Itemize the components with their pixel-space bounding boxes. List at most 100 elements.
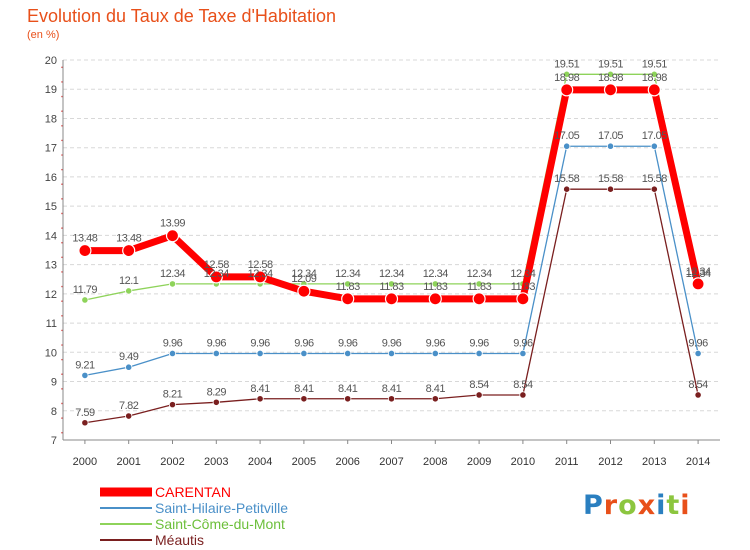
x-tick-label-2003: 2003: [204, 456, 228, 468]
data-label-carentan-2008: 11.83: [423, 281, 448, 293]
legend-label-meautis: Méautis: [155, 532, 205, 548]
logo-letter: x: [637, 490, 657, 521]
data-point-saint-c-me-du-mont-2011: [563, 70, 571, 78]
data-label-m-autis-2008: 8.41: [426, 383, 446, 395]
data-point-saint-hilaire-petitville-2008: [431, 349, 439, 358]
y-minor-tick: [61, 212, 63, 215]
x-tick-label-2014: 2014: [686, 456, 710, 468]
y-minor-tick: [61, 183, 63, 186]
y-minor-tick: [61, 95, 63, 98]
y-minor-tick: [61, 314, 63, 317]
x-tick-label-2000: 2000: [73, 456, 97, 468]
data-point-saint-c-me-du-mont-2006: [344, 280, 352, 288]
data-point-carentan-2001: [122, 243, 136, 258]
y-minor-tick: [61, 154, 63, 156]
logo-letter: t: [666, 490, 681, 521]
x-tick-label-2007: 2007: [379, 456, 403, 468]
data-label-carentan-2010: 11.83: [511, 281, 536, 293]
logo-letter: P: [583, 490, 604, 521]
data-point-carentan-2013: [647, 83, 661, 97]
data-label-m-autis-2005: 8.41: [294, 383, 314, 395]
data-label-carentan-2006: 11.83: [336, 281, 361, 293]
data-point-carentan-2006: [341, 292, 355, 306]
logo-letter: r: [603, 490, 619, 521]
data-point-saint-hilaire-petitville-2003: [212, 349, 220, 358]
data-label-saint-hilaire-petitville-2005: 9.96: [294, 337, 314, 349]
data-label-saint-hilaire-petitville-2003: 9.96: [207, 337, 227, 349]
data-point-m-autis-2002: [168, 401, 177, 409]
y-minor-tick: [61, 66, 63, 69]
y-minor-tick: [61, 417, 63, 419]
data-label-saint-hilaire-petitville-2004: 9.96: [250, 337, 270, 349]
proxiti-logo: Proxiti: [583, 490, 691, 521]
data-label-saint-c-me-du-mont-2014: 12.34: [686, 268, 711, 280]
y-minor-tick: [61, 329, 63, 332]
data-label-saint-hilaire-petitville-2000: 9.21: [75, 359, 95, 371]
data-label-saint-hilaire-petitville-2011: 17.05: [554, 130, 579, 142]
chart-subtitle: (en %): [27, 29, 60, 41]
data-label-carentan-2003: 12.58: [204, 259, 229, 271]
y-tick-label-17: 17: [45, 143, 57, 155]
data-label-m-autis-2003: 8.29: [207, 386, 227, 398]
data-point-saint-c-me-du-mont-2007: [387, 280, 396, 288]
y-tick-label-14: 14: [45, 230, 57, 242]
data-point-saint-hilaire-petitville-2002: [168, 349, 177, 358]
data-label-m-autis-2002: 8.21: [163, 389, 183, 401]
data-point-saint-hilaire-petitville-2013: [650, 142, 658, 150]
y-minor-tick: [61, 285, 63, 288]
logo-letter: i: [680, 490, 691, 521]
data-label-m-autis-2011: 15.58: [554, 173, 579, 185]
data-label-m-autis-2009: 8.54: [469, 379, 489, 391]
y-tick-label-19: 19: [45, 84, 57, 96]
data-point-carentan-2008: [428, 292, 442, 306]
data-label-carentan-2004: 12.58: [248, 259, 273, 271]
data-label-saint-hilaire-petitville-2014: 9.96: [688, 337, 708, 349]
data-point-carentan-2005: [297, 284, 311, 298]
x-tick-label-2009: 2009: [467, 456, 491, 468]
data-label-saint-c-me-du-mont-2013: 19.51: [642, 58, 667, 70]
data-label-m-autis-2007: 8.41: [382, 383, 402, 395]
data-point-m-autis-2009: [475, 391, 483, 399]
data-label-saint-c-me-du-mont-2012: 19.51: [598, 58, 623, 70]
y-minor-tick: [61, 388, 63, 390]
legend-swatch-saint-hilaire-petitville: [100, 507, 152, 509]
data-point-m-autis-2014: [694, 391, 702, 399]
data-label-m-autis-2000: 7.59: [75, 407, 95, 419]
data-point-carentan-2000: [78, 243, 92, 258]
y-tick-label-7: 7: [51, 435, 57, 447]
y-tick-label-18: 18: [45, 113, 57, 125]
data-point-carentan-2004: [253, 270, 267, 284]
data-label-saint-c-me-du-mont-2008: 12.34: [423, 268, 448, 280]
data-point-saint-c-me-du-mont-2002: [168, 280, 177, 288]
data-point-carentan-2010: [516, 292, 530, 306]
y-minor-tick: [61, 344, 63, 346]
data-point-carentan-2003: [209, 270, 223, 284]
legend-label-saint-hilaire-petitville: Saint-Hilaire-Petitville: [155, 500, 289, 516]
y-minor-tick: [61, 168, 63, 171]
data-label-carentan-2013: 18.98: [642, 72, 667, 84]
data-point-saint-hilaire-petitville-2012: [606, 142, 615, 150]
legend-swatch-carentan: [100, 487, 152, 497]
data-point-saint-c-me-du-mont-2008: [431, 280, 439, 288]
data-label-carentan-2005: 12.09: [291, 273, 316, 285]
data-point-carentan-2011: [560, 83, 574, 97]
data-point-saint-c-me-du-mont-2009: [475, 280, 483, 288]
y-tick-label-10: 10: [45, 347, 57, 359]
y-tick-label-11: 11: [46, 318, 57, 330]
y-minor-tick: [61, 227, 63, 229]
data-label-saint-hilaire-petitville-2006: 9.96: [338, 337, 358, 349]
legend-label-saint-come-du-mont: Saint-Côme-du-Mont: [155, 516, 285, 532]
y-tick-label-15: 15: [45, 201, 57, 213]
data-label-saint-c-me-du-mont-2004: 12.34: [248, 268, 273, 280]
data-point-carentan-2012: [603, 83, 618, 97]
data-label-carentan-2000: 13.48: [72, 233, 97, 245]
data-label-carentan-2001: 13.48: [116, 233, 141, 245]
legend-swatch-meautis: [100, 539, 152, 541]
data-point-carentan-2002: [165, 229, 180, 243]
y-tick-label-20: 20: [45, 55, 57, 67]
data-label-carentan-2002: 13.99: [160, 218, 185, 230]
logo-letter: o: [618, 490, 638, 521]
data-label-saint-c-me-du-mont-2000: 11.79: [73, 284, 98, 296]
data-label-m-autis-2006: 8.41: [338, 383, 358, 395]
data-label-saint-hilaire-petitville-2013: 17.05: [642, 130, 667, 142]
